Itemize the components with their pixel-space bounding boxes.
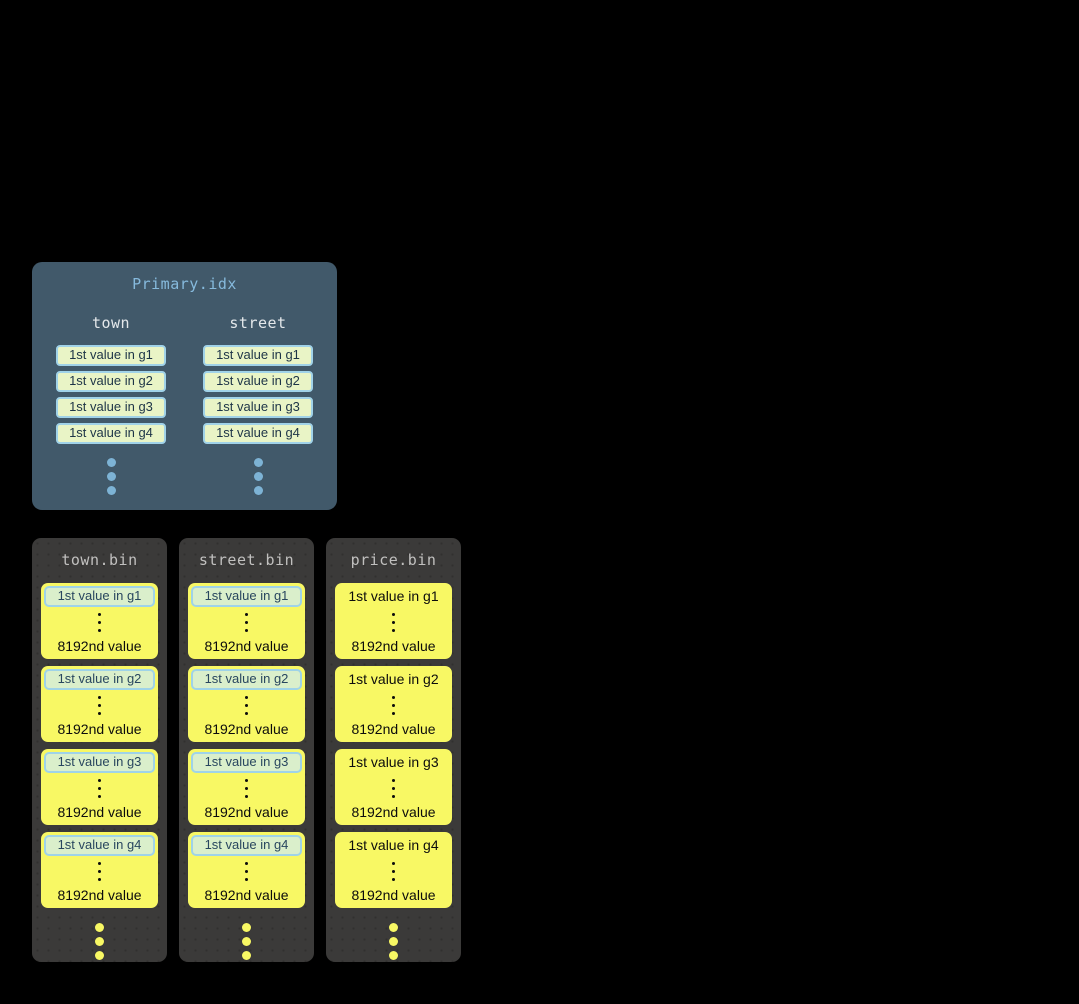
dot: [95, 923, 104, 932]
bin-file-price: price.bin 1st value in g1 8192nd value 1…: [326, 538, 461, 962]
granule-first-value: 1st value in g2: [44, 669, 155, 690]
granule-block-g2: 1st value in g2 8192nd value: [335, 666, 452, 742]
granule-first-value: 1st value in g2: [191, 669, 302, 690]
index-column-town: town 1st value in g1 1st value in g2 1st…: [56, 314, 166, 495]
index-mark-cell: 1st value in g1: [56, 345, 166, 366]
index-mark-cell: 1st value in g2: [56, 371, 166, 392]
granule-first-value: 1st value in g1: [44, 586, 155, 607]
index-mark-cell: 1st value in g1: [203, 345, 313, 366]
granule-block-g1: 1st value in g1 8192nd value: [335, 583, 452, 659]
bin-file-street: street.bin 1st value in g1 8192nd value …: [179, 538, 314, 962]
granule-block-g2: 1st value in g2 8192nd value: [188, 666, 305, 742]
index-column-header: town: [91, 314, 131, 332]
granule-last-value: 8192nd value: [57, 887, 142, 903]
granule-last-value: 8192nd value: [204, 887, 289, 903]
granule-ellipsis: [392, 778, 395, 798]
dot: [106, 458, 116, 467]
granule-ellipsis: [245, 779, 248, 798]
granule-first-value: 1st value in g3: [191, 752, 302, 773]
granule-block-g4: 1st value in g4 8192nd value: [41, 832, 158, 908]
granule-last-value: 8192nd value: [351, 887, 436, 903]
granule-last-value: 8192nd value: [204, 638, 289, 654]
granule-block-g4: 1st value in g4 8192nd value: [335, 832, 452, 908]
granule-last-value: 8192nd value: [351, 804, 436, 820]
granule-block-g3: 1st value in g3 8192nd value: [188, 749, 305, 825]
granule-block-g2: 1st value in g2 8192nd value: [41, 666, 158, 742]
primary-index-title: Primary.idx: [132, 275, 237, 293]
bin-file-title: town.bin: [61, 551, 138, 569]
primary-index-columns: town 1st value in g1 1st value in g2 1st…: [56, 314, 313, 495]
ellipsis-dots: [95, 923, 104, 960]
index-mark-cell: 1st value in g3: [203, 397, 313, 418]
bin-file-title: street.bin: [198, 551, 295, 569]
granule-first-value: 1st value in g4: [44, 835, 155, 856]
dot: [95, 951, 104, 960]
dot: [253, 486, 263, 495]
index-mark-cell: 1st value in g4: [203, 423, 313, 444]
granule-ellipsis: [245, 613, 248, 632]
granule-last-value: 8192nd value: [57, 638, 142, 654]
dot: [253, 472, 263, 481]
granule-last-value: 8192nd value: [351, 721, 436, 737]
dot: [389, 951, 398, 960]
granule-first-value: 1st value in g1: [348, 588, 439, 604]
granule-ellipsis: [392, 612, 395, 632]
index-column-header: street: [229, 314, 287, 332]
granule-block-g3: 1st value in g3 8192nd value: [335, 749, 452, 825]
granule-last-value: 8192nd value: [204, 804, 289, 820]
bin-file-title: price.bin: [350, 551, 437, 569]
granule-last-value: 8192nd value: [351, 638, 436, 654]
granule-ellipsis: [392, 861, 395, 881]
granule-block-g1: 1st value in g1 8192nd value: [41, 583, 158, 659]
ellipsis-dots: [253, 458, 263, 495]
granule-block-g4: 1st value in g4 8192nd value: [188, 832, 305, 908]
granule-last-value: 8192nd value: [204, 721, 289, 737]
index-column-street: street 1st value in g1 1st value in g2 1…: [203, 314, 313, 495]
granule-first-value: 1st value in g3: [44, 752, 155, 773]
granule-last-value: 8192nd value: [57, 804, 142, 820]
ellipsis-dots: [389, 923, 398, 960]
dot: [242, 923, 251, 932]
dot: [242, 937, 251, 946]
column-files-row: town.bin 1st value in g1 8192nd value 1s…: [32, 538, 461, 962]
granule-first-value: 1st value in g2: [348, 671, 439, 687]
granule-ellipsis: [392, 695, 395, 715]
bin-file-town: town.bin 1st value in g1 8192nd value 1s…: [32, 538, 167, 962]
index-mark-cell: 1st value in g2: [203, 371, 313, 392]
dot: [389, 937, 398, 946]
granule-first-value: 1st value in g3: [348, 754, 439, 770]
granule-ellipsis: [245, 862, 248, 881]
granule-first-value: 1st value in g1: [191, 586, 302, 607]
index-mark-cell: 1st value in g3: [56, 397, 166, 418]
granule-block-g3: 1st value in g3 8192nd value: [41, 749, 158, 825]
index-mark-cell: 1st value in g4: [56, 423, 166, 444]
ellipsis-dots: [242, 923, 251, 960]
granule-ellipsis: [98, 779, 101, 798]
granule-first-value: 1st value in g4: [191, 835, 302, 856]
granule-first-value: 1st value in g4: [348, 837, 439, 853]
dot: [106, 472, 116, 481]
primary-index-box: Primary.idx town 1st value in g1 1st val…: [32, 262, 337, 510]
granule-ellipsis: [245, 696, 248, 715]
ellipsis-dots: [106, 458, 116, 495]
dot: [389, 923, 398, 932]
dot: [106, 486, 116, 495]
dot: [253, 458, 263, 467]
granule-block-g1: 1st value in g1 8192nd value: [188, 583, 305, 659]
granule-ellipsis: [98, 613, 101, 632]
dot: [242, 951, 251, 960]
granule-ellipsis: [98, 862, 101, 881]
granule-ellipsis: [98, 696, 101, 715]
granule-last-value: 8192nd value: [57, 721, 142, 737]
dot: [95, 937, 104, 946]
